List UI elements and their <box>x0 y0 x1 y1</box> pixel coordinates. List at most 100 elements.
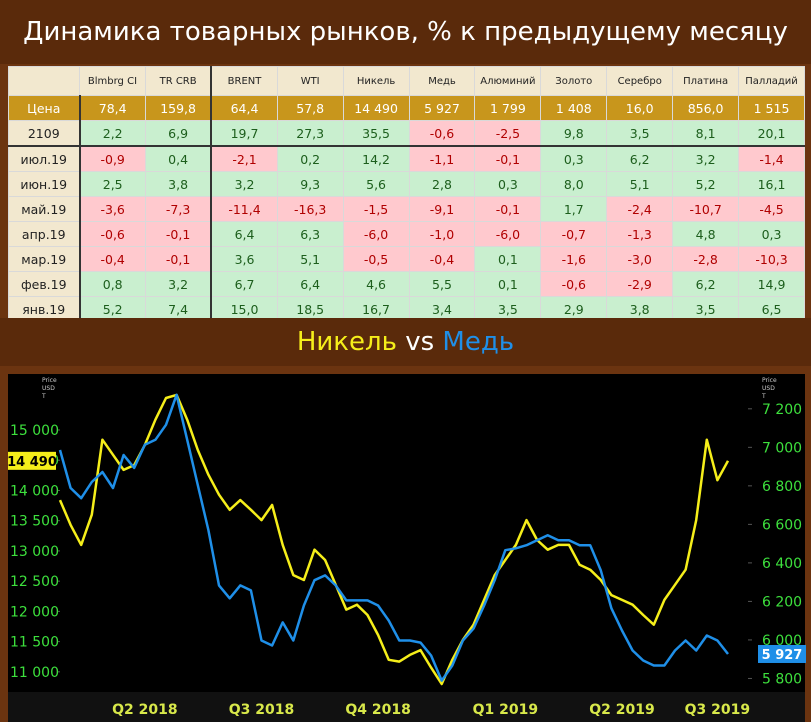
table-cell: 3,2 <box>672 145 740 172</box>
x-tick-label: Q2 2018 <box>112 702 177 718</box>
table-cell: 20,1 <box>738 120 805 147</box>
table-cell: -0,6 <box>408 120 476 147</box>
header-row: Blmbrg CI TR CRB BRENT WTI Никель Медь Алюмини… <box>8 66 805 96</box>
table-cell: 64,4 <box>210 95 278 121</box>
table-cell: 6,9 <box>144 120 213 147</box>
column-header: Blmbrg CI <box>79 66 146 96</box>
table-cell: -2,4 <box>606 196 674 222</box>
column-header: WTI <box>276 66 344 96</box>
y2-tick-label: 6 000 <box>762 633 802 649</box>
y2-axis-label: Price <box>762 377 777 384</box>
y-tick-label: 13 500 <box>10 514 59 530</box>
table-cell: 16,0 <box>606 95 674 121</box>
table-cell: 2,5 <box>79 171 146 197</box>
table-cell: 1 799 <box>474 95 542 121</box>
y-tick-label: 12 500 <box>10 574 59 590</box>
table-cell: 3,8 <box>144 171 213 197</box>
table-cell: 7,4 <box>144 296 213 322</box>
series-line <box>58 393 729 682</box>
table-cell: 19,7 <box>210 120 278 147</box>
table-cell: 2,2 <box>79 120 146 147</box>
table-cell: -6,0 <box>474 221 542 247</box>
table-cell: -4,5 <box>738 196 805 222</box>
table-cell: -2,8 <box>672 246 740 272</box>
table-cell: 5,2 <box>672 171 740 197</box>
x-tick-label: Q3 2019 <box>685 702 750 718</box>
corner-cell <box>8 66 80 96</box>
table-cell: 5 927 <box>408 95 476 121</box>
table-cell: 0,2 <box>276 145 344 172</box>
row-label: фев.19 <box>8 271 81 297</box>
table-cell: -3,0 <box>606 246 674 272</box>
table-row: янв.19 5,2 7,4 15,0 18,5 16,7 3,4 3,5 2,9 3,8 3,5 6… <box>8 296 805 322</box>
table-cell: 18,5 <box>276 296 344 322</box>
table-cell: -10,7 <box>672 196 740 222</box>
table-cell: 16,7 <box>342 296 410 322</box>
table-cell: -16,3 <box>276 196 344 222</box>
table-cell: 3,5 <box>672 296 740 322</box>
row-label: июл.19 <box>8 145 81 172</box>
y-tick-label: 15 000 <box>10 423 59 439</box>
table-cell: 1,7 <box>540 196 608 222</box>
table-cell: 1 408 <box>540 95 608 121</box>
y-tick-label: 13 000 <box>10 544 59 560</box>
y2-tick-label: 6 800 <box>762 479 802 495</box>
table-cell: -6,0 <box>342 221 410 247</box>
table-cell: 0,3 <box>738 221 805 247</box>
table-cell: 6,4 <box>276 271 344 297</box>
market-table: Blmbrg CI TR CRB BRENT WTI Никель Медь Алюмини… <box>8 66 805 322</box>
column-header: Никель <box>342 66 410 96</box>
column-header: TR CRB <box>144 66 213 96</box>
column-header: Медь <box>408 66 476 96</box>
table-cell: -9,1 <box>408 196 476 222</box>
table-row: 2109 2,2 6,9 19,7 27,3 35,5 -0,6 -2,5 9,8 3,5 8,1 2… <box>8 120 805 147</box>
title-word: vs <box>405 327 435 357</box>
table-row: Цена 78,4 159,8 64,4 57,8 14 490 5 927 1 799 1 4… <box>8 95 805 121</box>
table-cell: -10,3 <box>738 246 805 272</box>
table-cell: 0,1 <box>474 271 542 297</box>
table-cell: 35,5 <box>342 120 410 147</box>
y2-axis-label: USD <box>762 385 775 392</box>
table-cell: 5,2 <box>79 296 146 322</box>
table-cell: -0,4 <box>79 246 146 272</box>
table-cell: -1,4 <box>738 145 805 172</box>
table-cell: 8,1 <box>672 120 740 147</box>
last-value-box <box>8 451 56 470</box>
table-cell: 14 490 <box>342 95 410 121</box>
x-tick-label: Q4 2018 <box>345 702 410 718</box>
table-cell: -7,3 <box>144 196 213 222</box>
table-cell: -1,5 <box>342 196 410 222</box>
table-cell: -11,4 <box>210 196 278 222</box>
last-value-box <box>758 644 806 663</box>
y-tick-label: 11 000 <box>10 665 59 681</box>
table-cell: 0,3 <box>540 145 608 172</box>
table-cell: -2,1 <box>210 145 278 172</box>
table-row: май.19 -3,6 -7,3 -11,4 -16,3 -1,5 -9,1 -0,1 1,7-… <box>8 196 805 222</box>
y2-tick-label: 6 600 <box>762 517 802 533</box>
y2-tick-label: 6 400 <box>762 556 802 572</box>
y-axis-label: T <box>41 393 46 400</box>
table-cell: -0,7 <box>540 221 608 247</box>
table-row: фев.19 0,8 3,2 6,7 6,4 4,6 5,5 0,1 -0,6 -2,9 6,2 14… <box>8 271 805 297</box>
table-cell: 57,8 <box>276 95 344 121</box>
x-tick-label: Q3 2018 <box>229 702 294 718</box>
table-cell: 15,0 <box>210 296 278 322</box>
table-cell: 1 515 <box>738 95 805 121</box>
row-label: июн.19 <box>8 171 81 197</box>
row-label: Цена <box>8 95 81 121</box>
table-cell: 27,3 <box>276 120 344 147</box>
table-cell: 6,3 <box>276 221 344 247</box>
last-value-label: 5 927 <box>762 648 803 663</box>
row-label: 2109 <box>8 120 81 147</box>
column-header: Золото <box>540 66 608 96</box>
table-cell: 0,3 <box>474 171 542 197</box>
table-cell: 14,9 <box>738 271 805 297</box>
table-cell: 5,5 <box>408 271 476 297</box>
y-tick-label: 12 000 <box>10 604 59 620</box>
page-title: Динамика товарных рынков, % к предыдущем… <box>0 0 811 64</box>
table-row: апр.19 -0,6 -0,1 6,4 6,3 -6,0 -1,0 -6,0 -0,7 -1,3… <box>8 221 805 247</box>
table-cell: 3,5 <box>474 296 542 322</box>
table-cell: -1,0 <box>408 221 476 247</box>
